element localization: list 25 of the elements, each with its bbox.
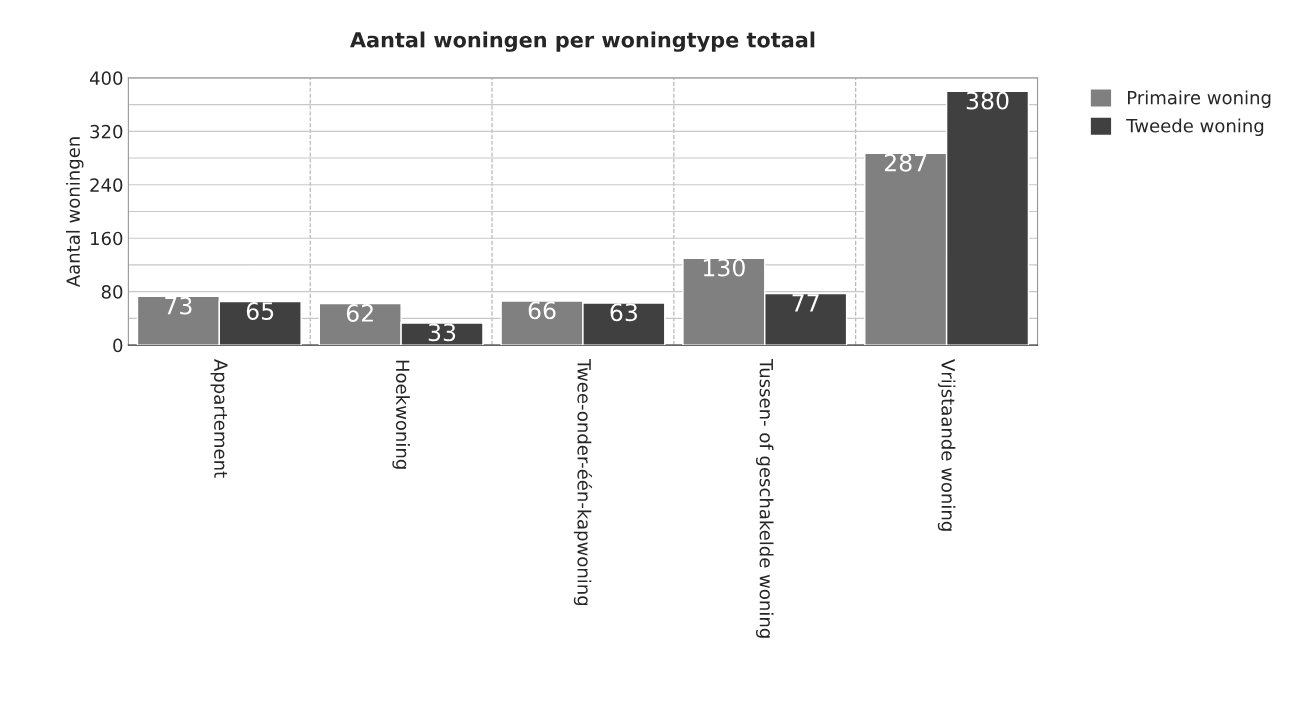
x-tick-label: Appartement [210,359,228,478]
data-label: 66 [528,301,556,320]
y-tick-label: 240 [90,178,123,192]
legend-label: Primaire woning [1128,90,1271,108]
data-label: 63 [610,303,637,322]
data-label: 65 [246,302,274,320]
data-label: 33 [428,323,456,342]
data-label: 130 [703,258,745,277]
y-tick-label: 320 [90,124,123,139]
data-label: 73 [165,296,192,315]
y-tick-label: 80 [101,285,123,299]
y-tick-label: 0 [113,338,123,353]
x-tick-label: Hoekwoning [392,360,410,469]
y-tick-label: 160 [91,231,123,246]
x-tick-label: Tussen- of geschakelde woning [756,358,774,638]
data-label: 287 [884,153,927,172]
legend-label: Tweede woning [1126,118,1264,137]
y-axis-title: Aantal woningen [66,137,84,288]
chart-title: Aantal woningen per woningtype totaal [350,31,815,52]
x-tick-label: Vrijstaande woning [937,359,956,531]
y-tick-label: 400 [89,71,123,86]
x-tick-label: Twee-onder-één-kapwoning [573,358,593,606]
data-label: 380 [966,91,1009,110]
data-label: 62 [346,304,373,322]
data-label: 77 [792,294,819,312]
